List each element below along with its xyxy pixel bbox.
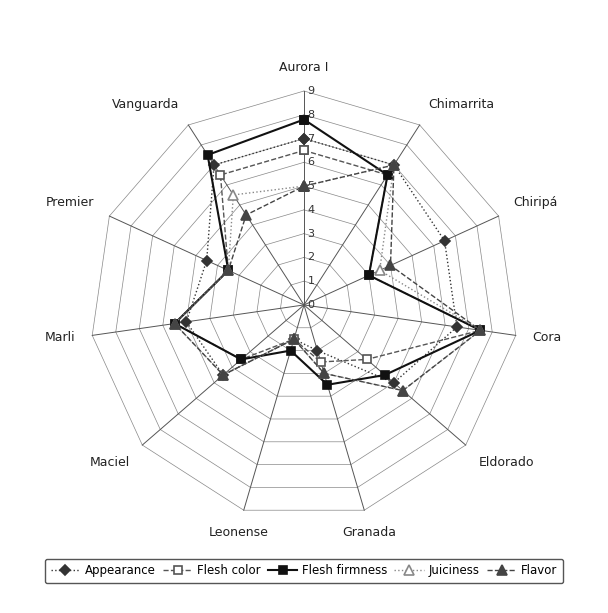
Text: Marli: Marli [45,331,76,345]
Text: 8: 8 [308,110,315,120]
Text: 1: 1 [308,276,314,286]
Text: Granada: Granada [342,526,396,539]
Text: 3: 3 [308,229,314,238]
Text: Premier: Premier [46,196,94,209]
Text: 6: 6 [308,158,314,167]
Text: 0: 0 [308,300,314,310]
Text: 2: 2 [308,253,315,262]
Text: 4: 4 [308,205,315,215]
Text: Eldorado: Eldorado [478,456,534,469]
Text: 5: 5 [308,181,314,191]
Text: Maciel: Maciel [89,456,130,469]
Text: Chimarrita: Chimarrita [429,98,495,111]
Text: Chiripá: Chiripá [514,196,558,209]
Legend: Appearance, Flesh color, Flesh firmness, Juiciness, Flavor: Appearance, Flesh color, Flesh firmness,… [45,558,563,584]
Text: 9: 9 [308,86,315,96]
Text: Aurora I: Aurora I [279,61,329,74]
Text: Cora: Cora [532,331,561,345]
Text: 7: 7 [308,134,315,143]
Text: Vanguarda: Vanguarda [112,98,179,111]
Text: Leonense: Leonense [209,526,269,539]
